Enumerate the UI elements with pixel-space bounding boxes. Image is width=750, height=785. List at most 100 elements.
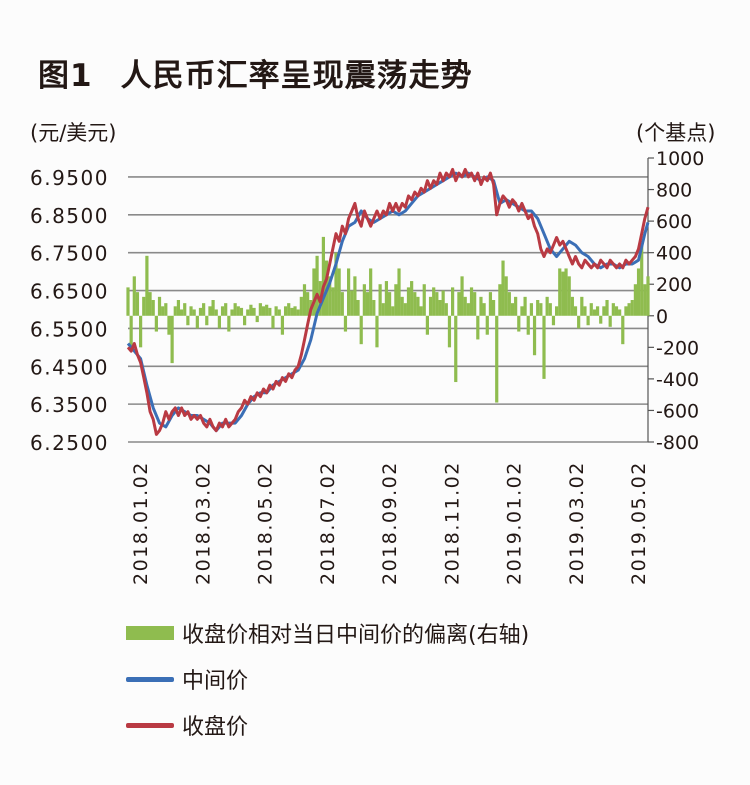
deviation-bar bbox=[214, 309, 218, 316]
deviation-bar bbox=[391, 306, 395, 316]
legend: 收盘价相对当日中间价的偏离(右轴) 中间价 收盘价 bbox=[126, 610, 529, 748]
deviation-bar bbox=[384, 281, 389, 316]
deviation-bar bbox=[618, 309, 622, 316]
deviation-bar bbox=[296, 309, 300, 316]
x-tick-label: 2018.11.02 bbox=[441, 461, 463, 585]
deviation-bar bbox=[224, 303, 228, 316]
deviation-bar bbox=[495, 315, 499, 403]
deviation-bar bbox=[548, 303, 552, 316]
x-tick-label: 2018.09.02 bbox=[379, 461, 401, 585]
deviation-bar bbox=[151, 300, 155, 316]
deviation-bar bbox=[340, 292, 344, 316]
chart-svg: 1000 800 600 400 200 0 -200 -400 -600 -800 6.9500 6… bbox=[30, 121, 715, 585]
deviation-bar bbox=[148, 292, 152, 316]
deviation-bar bbox=[454, 315, 458, 383]
deviation-bar bbox=[211, 300, 215, 316]
deviation-bar bbox=[233, 303, 237, 316]
right-axis-tick-label: 600 bbox=[656, 211, 692, 233]
deviation-bar bbox=[145, 255, 149, 316]
deviation-bar bbox=[599, 315, 603, 324]
deviation-bar bbox=[299, 296, 303, 316]
deviation-bar bbox=[611, 303, 615, 316]
deviation-bar bbox=[592, 309, 597, 316]
deviation-bar bbox=[394, 284, 398, 316]
right-axis-tick-label: 800 bbox=[656, 180, 692, 202]
right-axis-unit: (个基点) bbox=[636, 121, 715, 145]
deviation-bar bbox=[328, 276, 332, 316]
deviation-bar bbox=[542, 315, 546, 379]
deviation-bar bbox=[561, 271, 565, 316]
deviation-bar bbox=[381, 303, 385, 316]
deviation-bar bbox=[460, 276, 464, 316]
close-price-line bbox=[126, 167, 650, 436]
deviation-bar bbox=[397, 268, 401, 316]
left-axis-tick-label: 6.6500 bbox=[30, 280, 109, 304]
deviation-bar bbox=[236, 306, 240, 316]
deviation-bar bbox=[255, 315, 259, 323]
deviation-bar bbox=[249, 304, 253, 316]
deviation-bar bbox=[526, 315, 530, 335]
deviation-bar bbox=[271, 315, 275, 329]
deviation-bar bbox=[419, 306, 423, 316]
legend-item-deviation: 收盘价相对当日中间价的偏离(右轴) bbox=[126, 610, 529, 656]
deviation-bar bbox=[359, 315, 363, 345]
deviation-bar bbox=[202, 303, 206, 316]
deviation-bar bbox=[555, 306, 559, 316]
deviation-bar bbox=[624, 306, 628, 316]
deviation-bar bbox=[258, 303, 262, 316]
deviation-bar bbox=[435, 292, 439, 316]
deviation-bar bbox=[422, 284, 426, 316]
deviation-bar bbox=[488, 292, 493, 316]
legend-label-mid: 中间价 bbox=[182, 669, 249, 694]
deviation-bar bbox=[447, 315, 452, 348]
deviation-bar bbox=[139, 315, 143, 348]
figure-title-text: 人民币汇率呈现震荡走势 bbox=[120, 58, 473, 94]
deviation-bar bbox=[154, 315, 158, 332]
deviation-bar bbox=[640, 244, 644, 316]
deviation-bar bbox=[161, 306, 165, 316]
deviation-bar bbox=[633, 284, 637, 316]
deviation-bar bbox=[170, 315, 174, 364]
deviation-bar bbox=[432, 287, 436, 316]
deviation-bar bbox=[135, 292, 140, 316]
deviation-bar bbox=[179, 309, 184, 316]
deviation-bar bbox=[425, 315, 429, 335]
deviation-bar bbox=[473, 292, 477, 316]
deviation-bar bbox=[570, 296, 574, 316]
x-tick-label: 2018.05.02 bbox=[255, 461, 277, 585]
deviation-bar bbox=[321, 236, 325, 316]
x-tick-label: 2018.03.02 bbox=[192, 461, 214, 585]
deviation-bar bbox=[243, 315, 247, 326]
deviation-bar bbox=[479, 296, 483, 316]
deviation-bar bbox=[630, 300, 634, 316]
deviation-bar bbox=[230, 309, 234, 316]
deviation-bar bbox=[551, 315, 556, 326]
deviation-bar bbox=[514, 296, 518, 316]
deviation-bar bbox=[280, 315, 285, 335]
legend-swatch-mid bbox=[126, 676, 174, 682]
deviation-bar bbox=[217, 315, 221, 329]
deviation-bar bbox=[239, 307, 244, 316]
deviation-bar bbox=[192, 309, 196, 316]
deviation-bar bbox=[205, 315, 209, 326]
deviation-bar bbox=[287, 303, 291, 316]
deviation-bar bbox=[410, 281, 414, 316]
right-axis-tick-label: -600 bbox=[656, 400, 699, 422]
deviation-bar bbox=[577, 315, 581, 329]
deviation-bar bbox=[246, 309, 250, 316]
deviation-bar bbox=[636, 268, 641, 316]
left-axis-tick-label: 6.5500 bbox=[30, 317, 109, 341]
deviation-bar bbox=[523, 296, 527, 316]
x-tick-label: 2018.07.02 bbox=[317, 461, 339, 585]
deviation-bar bbox=[252, 307, 256, 316]
deviation-bar bbox=[406, 287, 411, 316]
deviation-bar bbox=[183, 303, 187, 316]
deviation-bar bbox=[268, 307, 272, 316]
right-axis-tick-label: -800 bbox=[656, 432, 699, 454]
deviation-bar bbox=[413, 292, 417, 316]
deviation-bar bbox=[444, 303, 448, 316]
right-axis-tick-label: -400 bbox=[656, 369, 699, 391]
legend-item-close: 收盘价 bbox=[126, 702, 529, 748]
x-tick-label: 2019.01.02 bbox=[504, 461, 526, 585]
deviation-bar bbox=[469, 287, 474, 316]
